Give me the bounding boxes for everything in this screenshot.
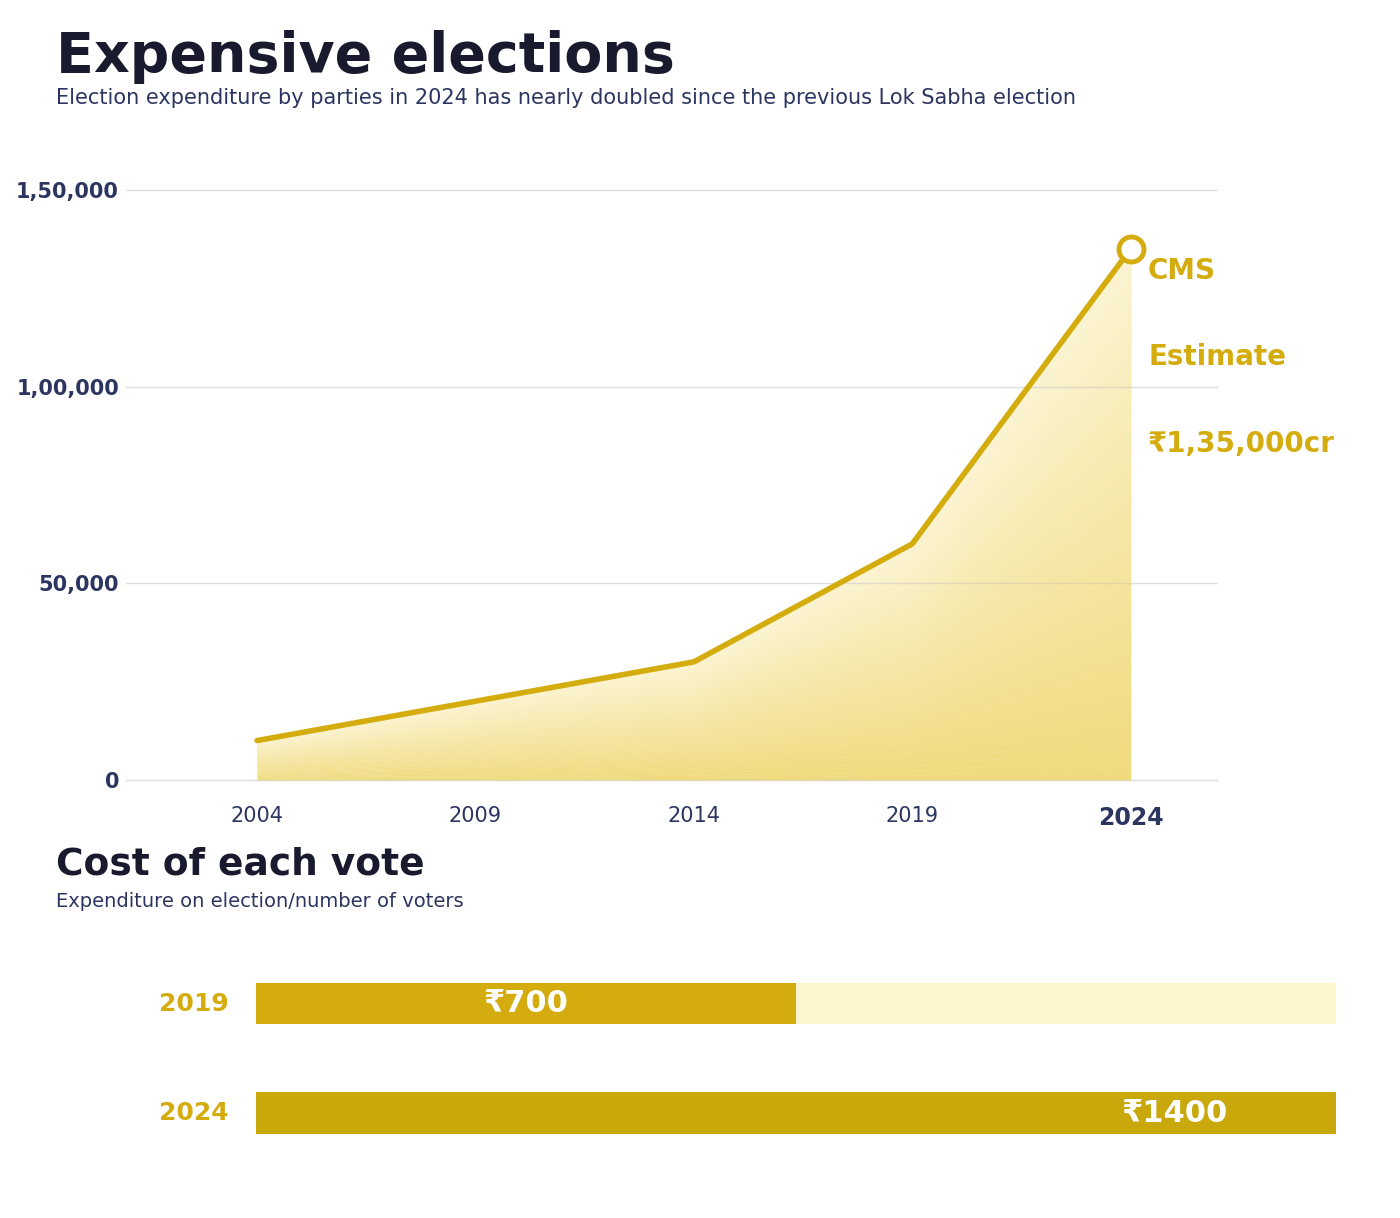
Text: Election expenditure by parties in 2024 has nearly doubled since the previous Lo: Election expenditure by parties in 2024 … xyxy=(56,88,1077,107)
Text: Expensive elections: Expensive elections xyxy=(56,30,675,84)
Text: Expenditure on election/number of voters: Expenditure on election/number of voters xyxy=(56,892,463,911)
Text: ₹700: ₹700 xyxy=(483,989,568,1018)
Bar xyxy=(256,1093,1337,1134)
Bar xyxy=(256,1093,1337,1134)
Bar xyxy=(256,983,1337,1024)
Bar xyxy=(256,983,797,1024)
Text: 2019: 2019 xyxy=(160,991,228,1016)
Text: ₹1,35,000cr: ₹1,35,000cr xyxy=(1148,430,1336,458)
Text: 2024: 2024 xyxy=(160,1101,228,1125)
Text: ₹1400: ₹1400 xyxy=(1121,1099,1228,1128)
Text: Cost of each vote: Cost of each vote xyxy=(56,847,424,883)
Text: CMS: CMS xyxy=(1148,257,1217,285)
Text: Estimate: Estimate xyxy=(1148,343,1287,371)
